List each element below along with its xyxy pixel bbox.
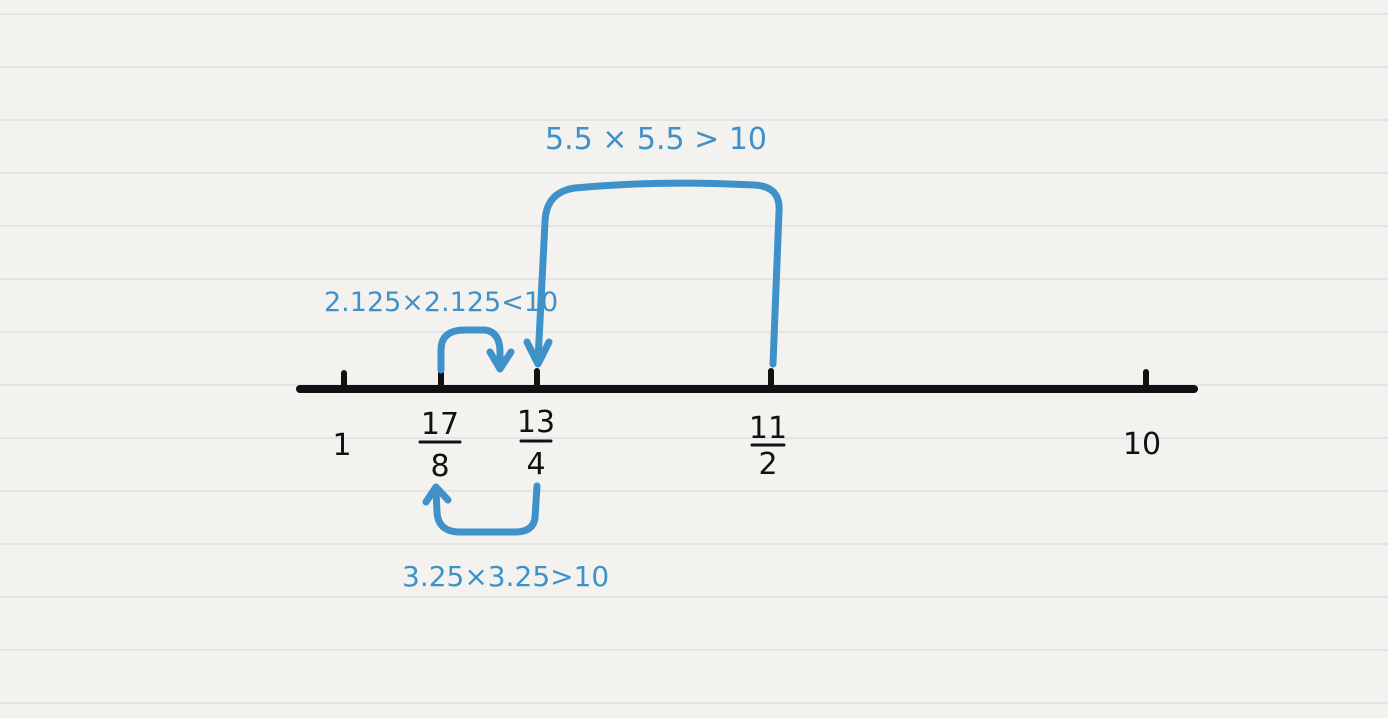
label-17-8-denominator: 8 [430, 449, 449, 484]
annotation-top-small: 2.125×2.125<10 [324, 287, 558, 318]
label-1: 1 [332, 428, 351, 463]
label-10: 10 [1123, 427, 1161, 462]
arrowhead-icon [486, 348, 515, 373]
label-13-4: 13 4 [517, 405, 555, 482]
label-11-2: 11 2 [749, 411, 787, 482]
arrow-17-8-forward [437, 326, 504, 374]
annotation-bottom: 3.25×3.25>10 [402, 560, 609, 593]
label-13-4-denominator: 4 [526, 447, 545, 482]
arrowhead-icon [523, 338, 553, 368]
arrow-13-4-to-17-8 [432, 482, 541, 536]
label-13-4-numerator: 13 [517, 405, 555, 440]
label-11-2-denominator: 2 [758, 447, 777, 482]
arrow-11-2-to-13-4 [534, 179, 783, 368]
label-17-8-numerator: 17 [421, 407, 459, 442]
label-11-2-numerator: 11 [749, 411, 787, 446]
arrowhead-icon [422, 483, 452, 506]
label-17-8: 17 8 [418, 407, 462, 484]
annotation-top-big: 5.5 × 5.5 > 10 [545, 122, 767, 157]
